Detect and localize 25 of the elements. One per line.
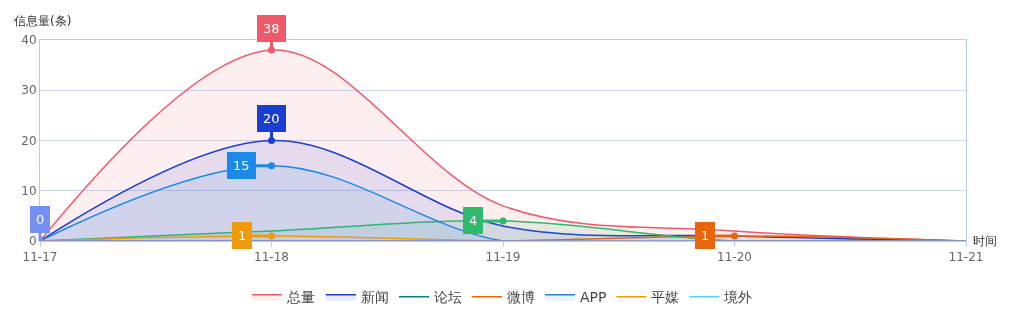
x-tick-label: 11-21 <box>948 250 984 265</box>
y-axis-title: 信息量(条) <box>14 14 72 28</box>
annotation: 4 <box>469 213 478 228</box>
annotation: 38 <box>263 21 280 36</box>
y-tick-label: 40 <box>21 33 37 48</box>
x-tick-label: 11-20 <box>717 250 752 265</box>
x-tick-label: 11-19 <box>485 250 521 265</box>
annotation: 20 <box>263 111 280 126</box>
annotation: 1 <box>701 228 710 243</box>
legend-label: APP <box>580 289 607 306</box>
x-axis-title: 时间 <box>973 234 997 248</box>
y-tick-label: 30 <box>21 83 37 98</box>
y-tick-label: 0 <box>28 234 37 249</box>
x-tick-label: 11-18 <box>254 250 289 265</box>
legend-label: 论坛 <box>434 289 462 306</box>
legend-label: 平媒 <box>651 289 680 306</box>
y-tick-label: 20 <box>21 133 37 148</box>
x-tick-label: 11-17 <box>22 250 58 265</box>
legend-label: 微博 <box>507 289 535 306</box>
annotation: 1 <box>238 228 247 243</box>
legend-label: 新闻 <box>361 289 389 306</box>
annotation: 15 <box>233 158 250 173</box>
legend-label: 总量 <box>286 289 315 306</box>
y-tick-label: 10 <box>21 183 37 198</box>
legend-label: 境外 <box>723 289 753 306</box>
